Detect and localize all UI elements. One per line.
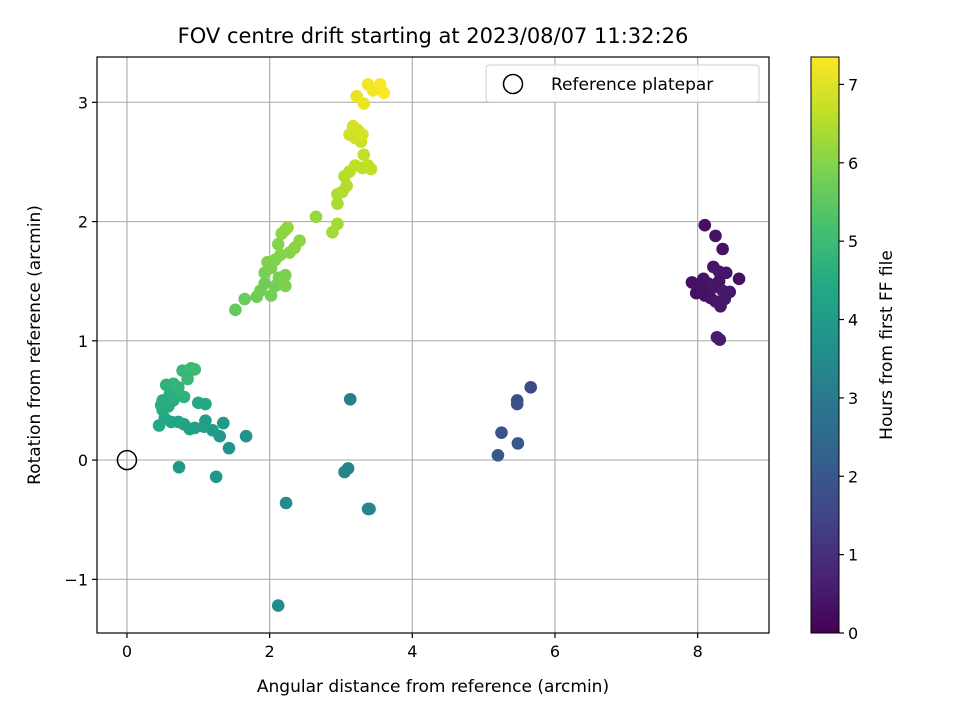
data-point [271,237,285,251]
colorbar-label: Hours from first FF file [877,250,897,440]
data-point [229,303,242,317]
data-point [338,465,351,479]
data-point [238,292,251,306]
y-axis-ticks: −1 0 1 2 3 [64,93,97,589]
y-tick-label: −1 [64,570,88,589]
y-tick-label: 0 [78,451,88,470]
data-point [279,496,293,510]
data-point [279,268,292,282]
data-point [239,429,253,443]
reference-platepar-marker [116,449,138,471]
data-point [222,441,236,455]
colorbar-tick-label: 6 [848,154,858,173]
data-point [281,221,294,234]
data-point [197,420,211,433]
data-point [331,217,344,231]
colorbar-tick-label: 2 [848,467,858,486]
data-point [357,97,371,110]
data-point [719,266,733,280]
data-point [331,197,344,210]
data-point [346,119,360,133]
data-point [216,416,230,430]
x-tick-label: 2 [265,642,275,661]
x-axis-ticks: 0 2 4 6 8 [122,633,703,661]
data-point [293,234,306,247]
data-point [309,210,323,224]
data-point [209,470,223,484]
data-point [511,437,525,450]
colorbar-ticks: 0 1 2 3 4 5 6 7 [839,75,858,643]
data-point [363,502,376,516]
colorbar-tick-label: 0 [848,624,858,643]
plot-background [97,57,769,633]
data-point [713,333,727,346]
data-point [510,397,524,411]
legend-box [485,64,760,103]
data-point [181,372,194,386]
x-tick-label: 0 [122,642,132,661]
colorbar: 0 1 2 3 4 5 6 7 Hours from first FF file [810,56,897,643]
x-tick-label: 4 [407,642,417,661]
x-tick-label: 8 [693,642,703,661]
data-point [152,419,166,432]
data-point [340,179,353,193]
y-tick-label: 3 [78,93,88,112]
y-axis-label: Rotation from reference (arcmin) [25,205,45,485]
colorbar-tick-label: 4 [848,311,858,330]
data-point [491,449,505,462]
data-point [172,381,185,394]
data-point [258,277,271,290]
plot-frame [96,56,770,634]
data-point [279,279,292,293]
colorbar-frame [810,56,840,634]
data-point [698,218,712,232]
plot-area: 0 2 4 6 8 −1 0 1 2 3 [64,56,770,661]
scatter-points [152,78,746,612]
data-point [154,398,168,412]
data-point [718,292,732,306]
chart-title: FOV centre drift starting at 2023/08/07 … [178,24,689,48]
legend-marker-icon [502,73,524,95]
data-point [709,229,722,243]
data-point [694,280,708,294]
data-point [495,426,508,439]
colorbar-tick-label: 5 [848,232,858,251]
data-point [716,242,729,256]
data-point [732,272,746,286]
data-point [172,460,186,474]
legend-label: Reference platepar [551,75,713,95]
data-point [188,363,202,376]
x-axis-label: Angular distance from reference (arcmin) [257,677,609,697]
data-point [343,392,357,406]
data-point [524,381,538,394]
data-point [191,396,205,410]
colorbar-tick-label: 1 [848,546,858,565]
colorbar-tick-label: 7 [848,75,858,94]
legend: Reference platepar [485,64,760,103]
data-point [356,128,369,141]
data-point [364,162,378,176]
y-tick-label: 2 [78,213,88,232]
x-tick-label: 6 [550,642,560,661]
data-point [264,289,278,302]
data-point [177,390,191,404]
y-tick-label: 1 [78,332,88,351]
colorbar-tick-label: 3 [848,389,858,408]
data-point [357,148,371,162]
colorbar-gradient [811,57,839,633]
data-point [712,274,726,288]
data-point [377,86,391,100]
data-point [271,599,285,612]
